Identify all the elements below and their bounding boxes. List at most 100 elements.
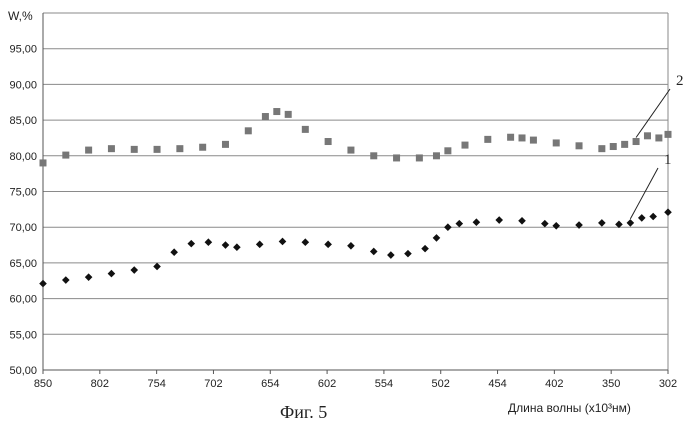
x-tick-label: 654 xyxy=(261,378,279,390)
data-point xyxy=(154,146,161,153)
y-tick-label: 65,00 xyxy=(9,258,37,270)
data-point xyxy=(302,126,309,133)
data-point xyxy=(473,218,481,226)
data-point xyxy=(108,270,116,278)
data-point xyxy=(262,113,269,120)
data-point xyxy=(370,152,377,159)
data-point xyxy=(279,238,287,246)
x-tick-label: 702 xyxy=(204,378,222,390)
data-point xyxy=(108,145,115,152)
data-point xyxy=(598,219,606,227)
data-point xyxy=(598,145,605,152)
data-point xyxy=(273,108,280,115)
data-point xyxy=(530,137,537,144)
data-point xyxy=(633,138,640,145)
x-tick-label: 602 xyxy=(318,378,336,390)
data-point xyxy=(302,238,310,246)
data-point xyxy=(256,241,264,249)
data-point xyxy=(507,134,514,141)
data-series xyxy=(39,108,672,287)
data-point xyxy=(649,213,657,221)
data-point xyxy=(370,248,378,256)
series-2 xyxy=(40,108,672,166)
data-point xyxy=(324,241,332,249)
data-point xyxy=(222,241,230,249)
data-point xyxy=(245,127,252,134)
x-tick-label: 502 xyxy=(432,378,450,390)
x-tick-label: 454 xyxy=(488,378,506,390)
data-point xyxy=(552,222,560,230)
data-point xyxy=(444,223,452,231)
data-point xyxy=(655,134,662,141)
data-point xyxy=(131,146,138,153)
data-point xyxy=(433,152,440,159)
x-tick-label: 402 xyxy=(545,378,563,390)
x-tick-label: 350 xyxy=(602,378,620,390)
y-tick-label: 55,00 xyxy=(9,329,37,341)
data-point xyxy=(553,139,560,146)
data-point xyxy=(393,154,400,161)
gridlines xyxy=(43,13,668,370)
data-point xyxy=(519,134,526,141)
data-point xyxy=(665,131,672,138)
y-tick-label: 85,00 xyxy=(9,115,37,127)
data-point xyxy=(444,147,451,154)
data-point xyxy=(170,248,178,256)
x-tick-label: 850 xyxy=(34,378,52,390)
data-point xyxy=(130,266,138,274)
data-point xyxy=(455,220,463,228)
data-point xyxy=(85,147,92,154)
data-point xyxy=(325,138,332,145)
data-point xyxy=(387,251,395,259)
figure-caption: Фиг. 5 xyxy=(280,402,327,422)
callout-leader xyxy=(636,89,670,138)
data-point xyxy=(621,141,628,148)
data-point xyxy=(404,250,412,258)
series-callouts: 21 xyxy=(630,73,683,219)
data-point xyxy=(62,152,69,159)
y-axis-title: W,% xyxy=(8,9,33,23)
data-point xyxy=(85,273,93,281)
data-point xyxy=(40,159,47,166)
data-point xyxy=(62,276,70,284)
data-point xyxy=(153,263,161,271)
x-tick-label: 554 xyxy=(375,378,393,390)
data-point xyxy=(347,242,355,250)
data-point xyxy=(187,240,195,248)
data-point xyxy=(285,111,292,118)
data-point xyxy=(416,154,423,161)
data-point xyxy=(575,221,583,229)
x-tick-label: 754 xyxy=(147,378,165,390)
data-point xyxy=(638,214,646,222)
y-tick-label: 75,00 xyxy=(9,187,37,199)
series-callout-label: 1 xyxy=(664,152,672,168)
series-callout-label: 2 xyxy=(676,73,684,89)
y-tick-label: 60,00 xyxy=(9,294,37,306)
data-point xyxy=(610,143,617,150)
data-point xyxy=(576,142,583,149)
y-tick-label: 95,00 xyxy=(9,44,37,56)
data-point xyxy=(518,217,526,225)
data-point xyxy=(199,144,206,151)
x-axis-title: Длина волны (х10³нм) xyxy=(508,401,631,415)
y-tick-label: 90,00 xyxy=(9,79,37,91)
y-tick-label: 70,00 xyxy=(9,222,37,234)
data-point xyxy=(495,216,503,224)
data-point xyxy=(664,208,672,216)
data-point xyxy=(222,141,229,148)
data-point xyxy=(433,234,441,242)
data-point xyxy=(421,245,429,253)
data-point xyxy=(233,243,241,251)
data-point xyxy=(644,132,651,139)
data-point xyxy=(541,220,549,228)
data-point xyxy=(461,142,468,149)
axes: 50,0055,0060,0065,0070,0075,0080,0085,00… xyxy=(9,13,677,390)
y-tick-label: 80,00 xyxy=(9,151,37,163)
data-point xyxy=(627,219,635,227)
data-point xyxy=(484,136,491,143)
data-point xyxy=(205,238,213,246)
callout-leader xyxy=(630,168,658,219)
data-point xyxy=(347,147,354,154)
